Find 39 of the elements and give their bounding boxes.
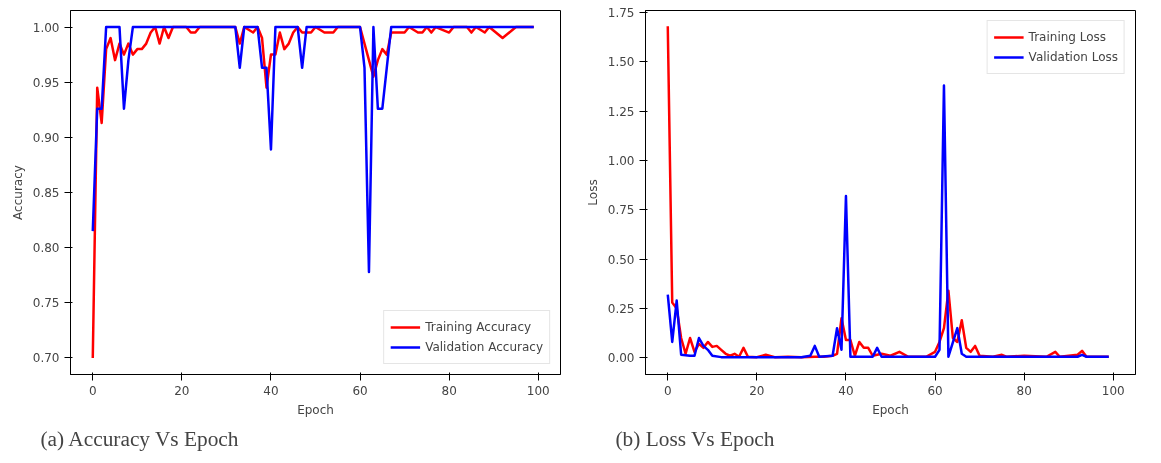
y-tick-label: 1.25	[607, 104, 635, 119]
y-tick-label: 0.90	[32, 130, 60, 145]
legend-label: Training Loss	[1028, 30, 1107, 44]
y-tick-label: 0.50	[607, 252, 635, 267]
y-tick-label: 0.95	[32, 75, 60, 90]
text: (a) Accuracy Vs Epoch	[40, 426, 239, 451]
x-axis-title: Epoch	[297, 402, 334, 417]
x-tick-label: 20	[174, 383, 190, 398]
line-series	[91, 25, 536, 274]
y-axis-title: Loss	[585, 179, 600, 206]
x-tick-label: 100	[1101, 383, 1125, 398]
y-tick-label: 1.00	[32, 20, 60, 35]
x-axis-title: Epoch	[872, 402, 909, 417]
x-tick-label: 40	[263, 383, 279, 398]
y-tick-label: 0.75	[607, 203, 635, 218]
x-tick-label: 0	[663, 383, 672, 398]
x-tick-label: 80	[441, 383, 457, 398]
x-tick-label: 60	[927, 383, 943, 398]
y-tick-label: 0.75	[32, 296, 60, 311]
text: (b) Loss Vs Epoch	[615, 426, 775, 451]
x-tick-label: 20	[749, 383, 765, 398]
y-tick-label: 0.00	[607, 351, 635, 366]
x-tick-label: 80	[1016, 383, 1032, 398]
x-tick-label: 40	[838, 383, 854, 398]
y-tick-label: 0.70	[32, 351, 60, 366]
x-tick-label: 60	[352, 383, 368, 398]
legend-label: Validation Accuracy	[425, 340, 543, 354]
x-tick-label: 0	[88, 383, 97, 398]
legend-label: Validation Loss	[1028, 50, 1118, 64]
y-tick-label: 0.85	[32, 186, 60, 200]
y-tick-label: 1.75	[607, 5, 635, 20]
legend-label: Training Accuracy	[425, 320, 532, 334]
y-tick-label: 0.80	[32, 241, 60, 256]
x-tick-label: 100	[526, 383, 550, 398]
y-axis-title: Accuracy	[10, 165, 25, 220]
line-series	[666, 84, 1111, 359]
y-tick-label: 1.00	[607, 153, 635, 168]
y-tick-label: 0.25	[607, 301, 635, 316]
y-tick-label: 1.50	[607, 55, 635, 70]
